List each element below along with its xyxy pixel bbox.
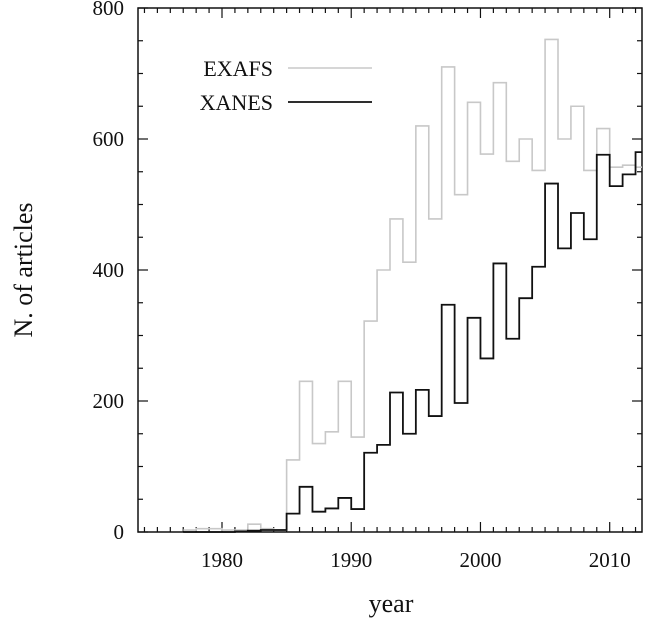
y-axis-ticks: 0 200 400 600 800 — [93, 0, 642, 544]
x-tick-label: 1990 — [330, 548, 372, 572]
series-line-xanes — [183, 151, 642, 533]
legend: EXAFS XANES — [200, 56, 372, 115]
x-axis-ticks: 1980 1990 2000 2010 — [143, 8, 637, 572]
legend-label-exafs: EXAFS — [203, 56, 273, 81]
y-tick-label: 0 — [114, 520, 125, 544]
x-tick-label: 2000 — [459, 548, 501, 572]
y-tick-label: 600 — [93, 127, 125, 151]
legend-label-xanes: XANES — [200, 90, 273, 115]
x-tick-label: 2010 — [589, 548, 631, 572]
series-layer — [183, 38, 642, 533]
y-tick-label: 800 — [93, 0, 125, 20]
y-tick-label: 200 — [93, 389, 125, 413]
y-axis-label: N. of articles — [9, 202, 38, 337]
y-tick-label: 400 — [93, 258, 125, 282]
x-axis-label: year — [369, 589, 414, 618]
x-tick-label: 1980 — [201, 548, 243, 572]
